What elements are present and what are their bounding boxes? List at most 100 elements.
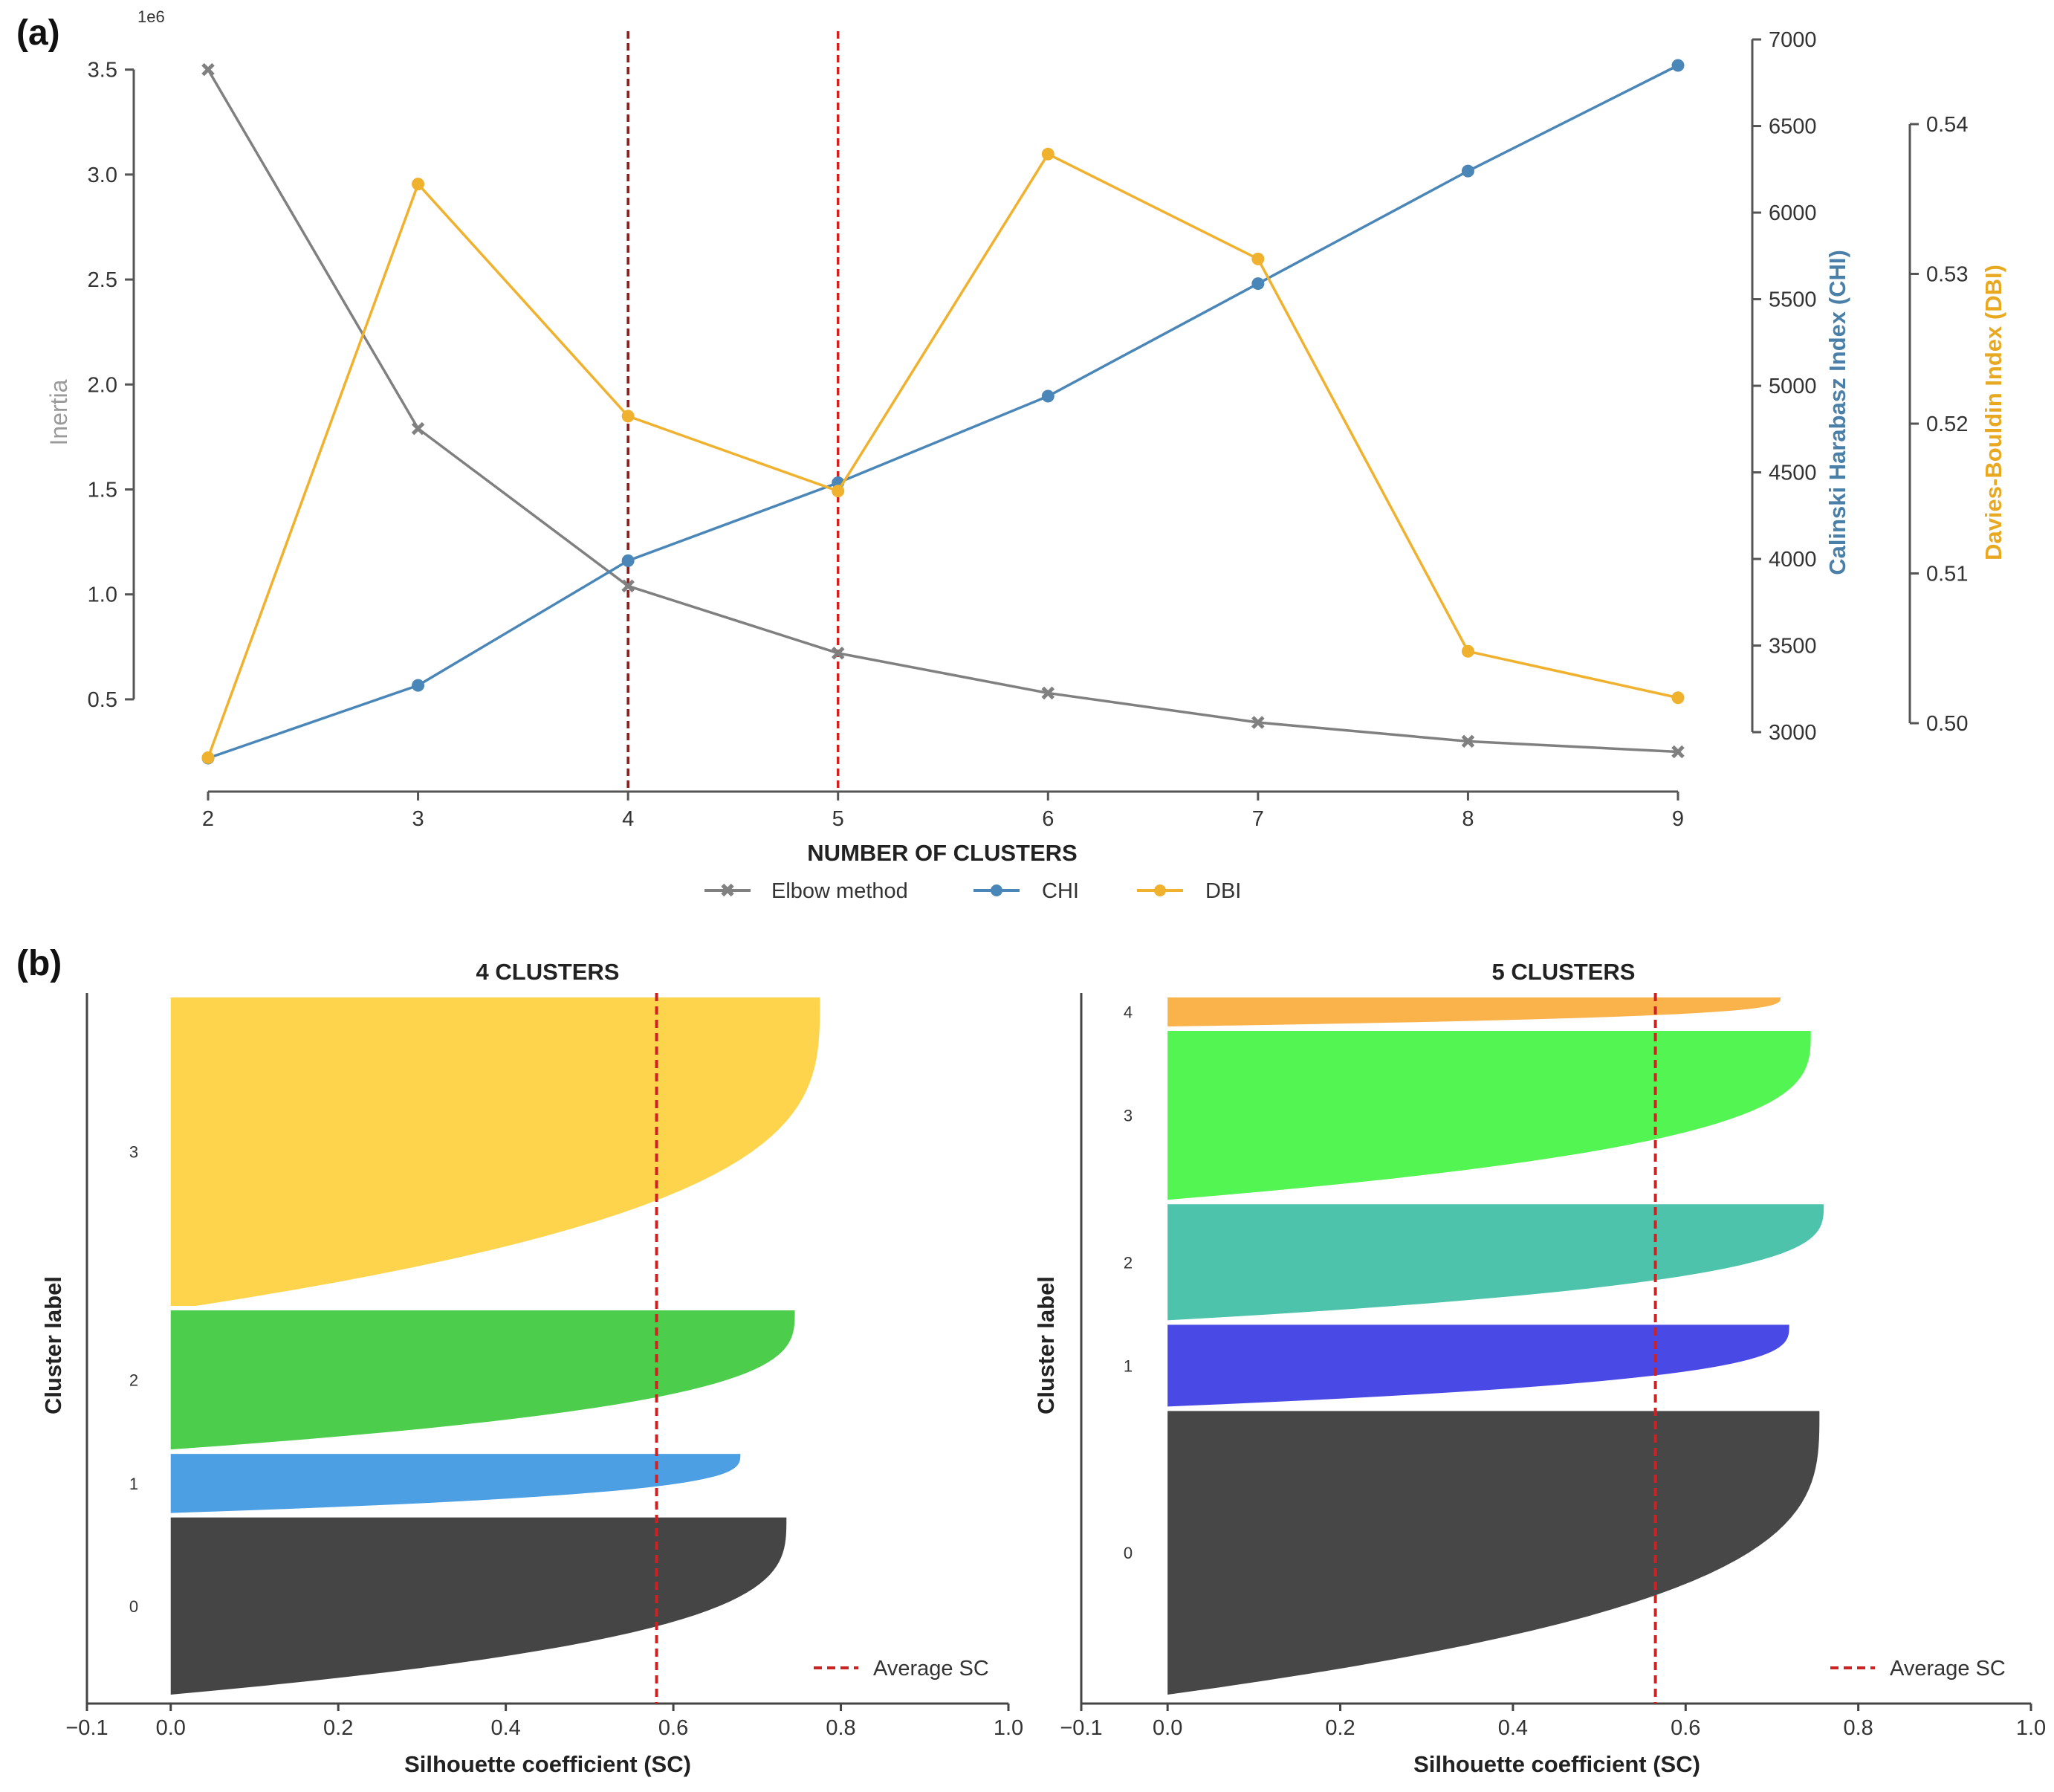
dbi-point [1041,147,1054,161]
elbow-point [831,647,845,660]
left-tick-label: 1.0 [88,583,117,607]
x-tick-label: 0.0 [156,1716,186,1740]
elbow-point [411,421,425,436]
x-tick-label: 4 [622,807,634,831]
chi-tick-label: 4000 [1769,548,1817,572]
x-axis: 2 3 4 5 6 7 8 9 [202,790,1684,831]
dbi-tick-label: 0.50 [1926,712,1968,736]
panel-b: (b) 4 CLUSTERS −0.1 0.0 0.2 0.4 0.6 0.8 1.0 Silh… [16,944,2046,1777]
series-line-dbi [207,152,1679,758]
x-tick-label: 3 [412,807,424,831]
y-axis-label: Cluster label [1033,1276,1059,1414]
panel-b-label: (b) [16,944,62,983]
x-tick-label: 2 [202,807,214,831]
left-tick-label: 3.5 [88,59,117,83]
dbi-tick-label: 0.54 [1926,113,1968,137]
x-tick-label: 6 [1042,807,1054,831]
dbi-tick-label: 0.53 [1926,263,1968,287]
left-tick-label: 2.0 [88,373,117,397]
chi-point [1461,164,1474,178]
chi-point [412,679,425,692]
chi-axis-label: Calinski Harabasz Index (CHI) [1824,250,1850,575]
x-tick-label: 8 [1462,807,1474,831]
cluster-label: 2 [1124,1253,1133,1272]
cluster-label: 1 [1124,1356,1133,1375]
dbi-axis-label: Davies-Bouldin Index (DBI) [1980,265,2006,560]
x-tick-label: 0.2 [323,1716,353,1740]
legend-marker-elbow: ✖ [719,879,736,902]
plot-title: 5 CLUSTERS [1492,959,1636,985]
chi-tick-label: 3500 [1769,635,1817,659]
legend-marker-dbi [1154,884,1166,896]
chi-axis: 3000 3500 4000 4500 5000 5500 6000 6500 7000 [1751,28,1817,745]
series-group [201,59,1685,765]
x-tick-label: −0.1 [65,1716,108,1740]
left-tick-label: 3.0 [88,164,117,187]
dbi-tick-label: 0.52 [1926,413,1968,436]
elbow-point [1461,734,1475,748]
cluster-1-silhouette [1167,1324,1789,1407]
reference-lines [626,31,840,792]
x-tick-label: 0.6 [658,1716,688,1740]
chi-tick-label: 7000 [1769,28,1817,52]
elbow-point [1671,745,1685,759]
elbow-point [1041,686,1055,700]
dbi-axis: 0.50 0.51 0.52 0.53 0.54 [1908,113,1968,736]
y-axis-label: Cluster label [40,1276,66,1414]
dbi-point [412,178,425,191]
cluster-label: 2 [129,1371,138,1390]
x-axis-label: NUMBER OF CLUSTERS [807,840,1077,866]
cluster-0-silhouette [170,1517,787,1695]
dbi-tick-label: 0.51 [1926,563,1968,586]
silhouette-5-clusters: 5 CLUSTERS −0.1 0.0 0.2 0.4 0.6 0.8 1.0 Silhouet… [1033,959,2046,1777]
legend-label-chi: CHI [1042,879,1079,903]
cluster-label: 4 [1124,1003,1133,1022]
series-line-elbow-method [207,68,1679,754]
chi-tick-label: 3000 [1769,721,1817,745]
x-tick-label: 9 [1672,807,1684,831]
legend-label-dbi: DBI [1205,879,1241,903]
cluster-2-silhouette [1167,1204,1824,1321]
left-axis: 0.5 1.0 1.5 2.0 2.5 3.0 3.5 [88,59,135,712]
x-tick-label: 0.0 [1153,1716,1182,1740]
x-tick-label: 0.2 [1325,1716,1355,1740]
chi-point [1041,389,1054,403]
x-tick-label: 0.6 [1671,1716,1700,1740]
chi-tick-label: 6500 [1769,115,1817,139]
cluster-label: 0 [129,1597,138,1616]
cluster-2-silhouette [170,1310,795,1450]
x-tick-label: 1.0 [994,1716,1023,1740]
dbi-point [1251,252,1265,265]
dbi-point [1461,644,1474,658]
legend-label-elbow: Elbow method [771,879,908,903]
x-axis-label: Silhouette coefficient (SC) [1413,1751,1700,1777]
x-tick-label: 0.8 [826,1716,855,1740]
chi-tick-label: 4500 [1769,462,1817,485]
chi-point [621,554,635,567]
cluster-1-silhouette [170,1454,741,1513]
dbi-point [832,485,845,498]
legend: ✖ Elbow method CHI DBI [704,879,1241,903]
dbi-point [1671,691,1685,705]
elbow-point [1251,716,1265,729]
x-tick-label: 0.8 [1843,1716,1873,1740]
x-axis-label: Silhouette coefficient (SC) [404,1751,691,1777]
elbow-point [621,579,635,593]
chi-point [1671,59,1685,72]
panel-a-label: (a) [16,13,60,53]
x-tick-label: 0.4 [490,1716,520,1740]
cluster-4-silhouette [1167,997,1781,1027]
x-tick-label: 7 [1252,807,1264,831]
plot-title: 4 CLUSTERS [476,959,620,985]
legend-marker-chi [991,884,1002,896]
left-tick-label: 2.5 [88,268,117,292]
chi-tick-label: 5500 [1769,288,1817,312]
cluster-3-silhouette [1167,1031,1811,1200]
elbow-point [201,62,215,77]
dbi-point [201,751,215,764]
cluster-label: 3 [1124,1107,1133,1125]
cluster-label: 1 [129,1475,138,1493]
left-axis-label: Inertia [45,379,72,445]
cluster-label: 3 [129,1142,138,1161]
